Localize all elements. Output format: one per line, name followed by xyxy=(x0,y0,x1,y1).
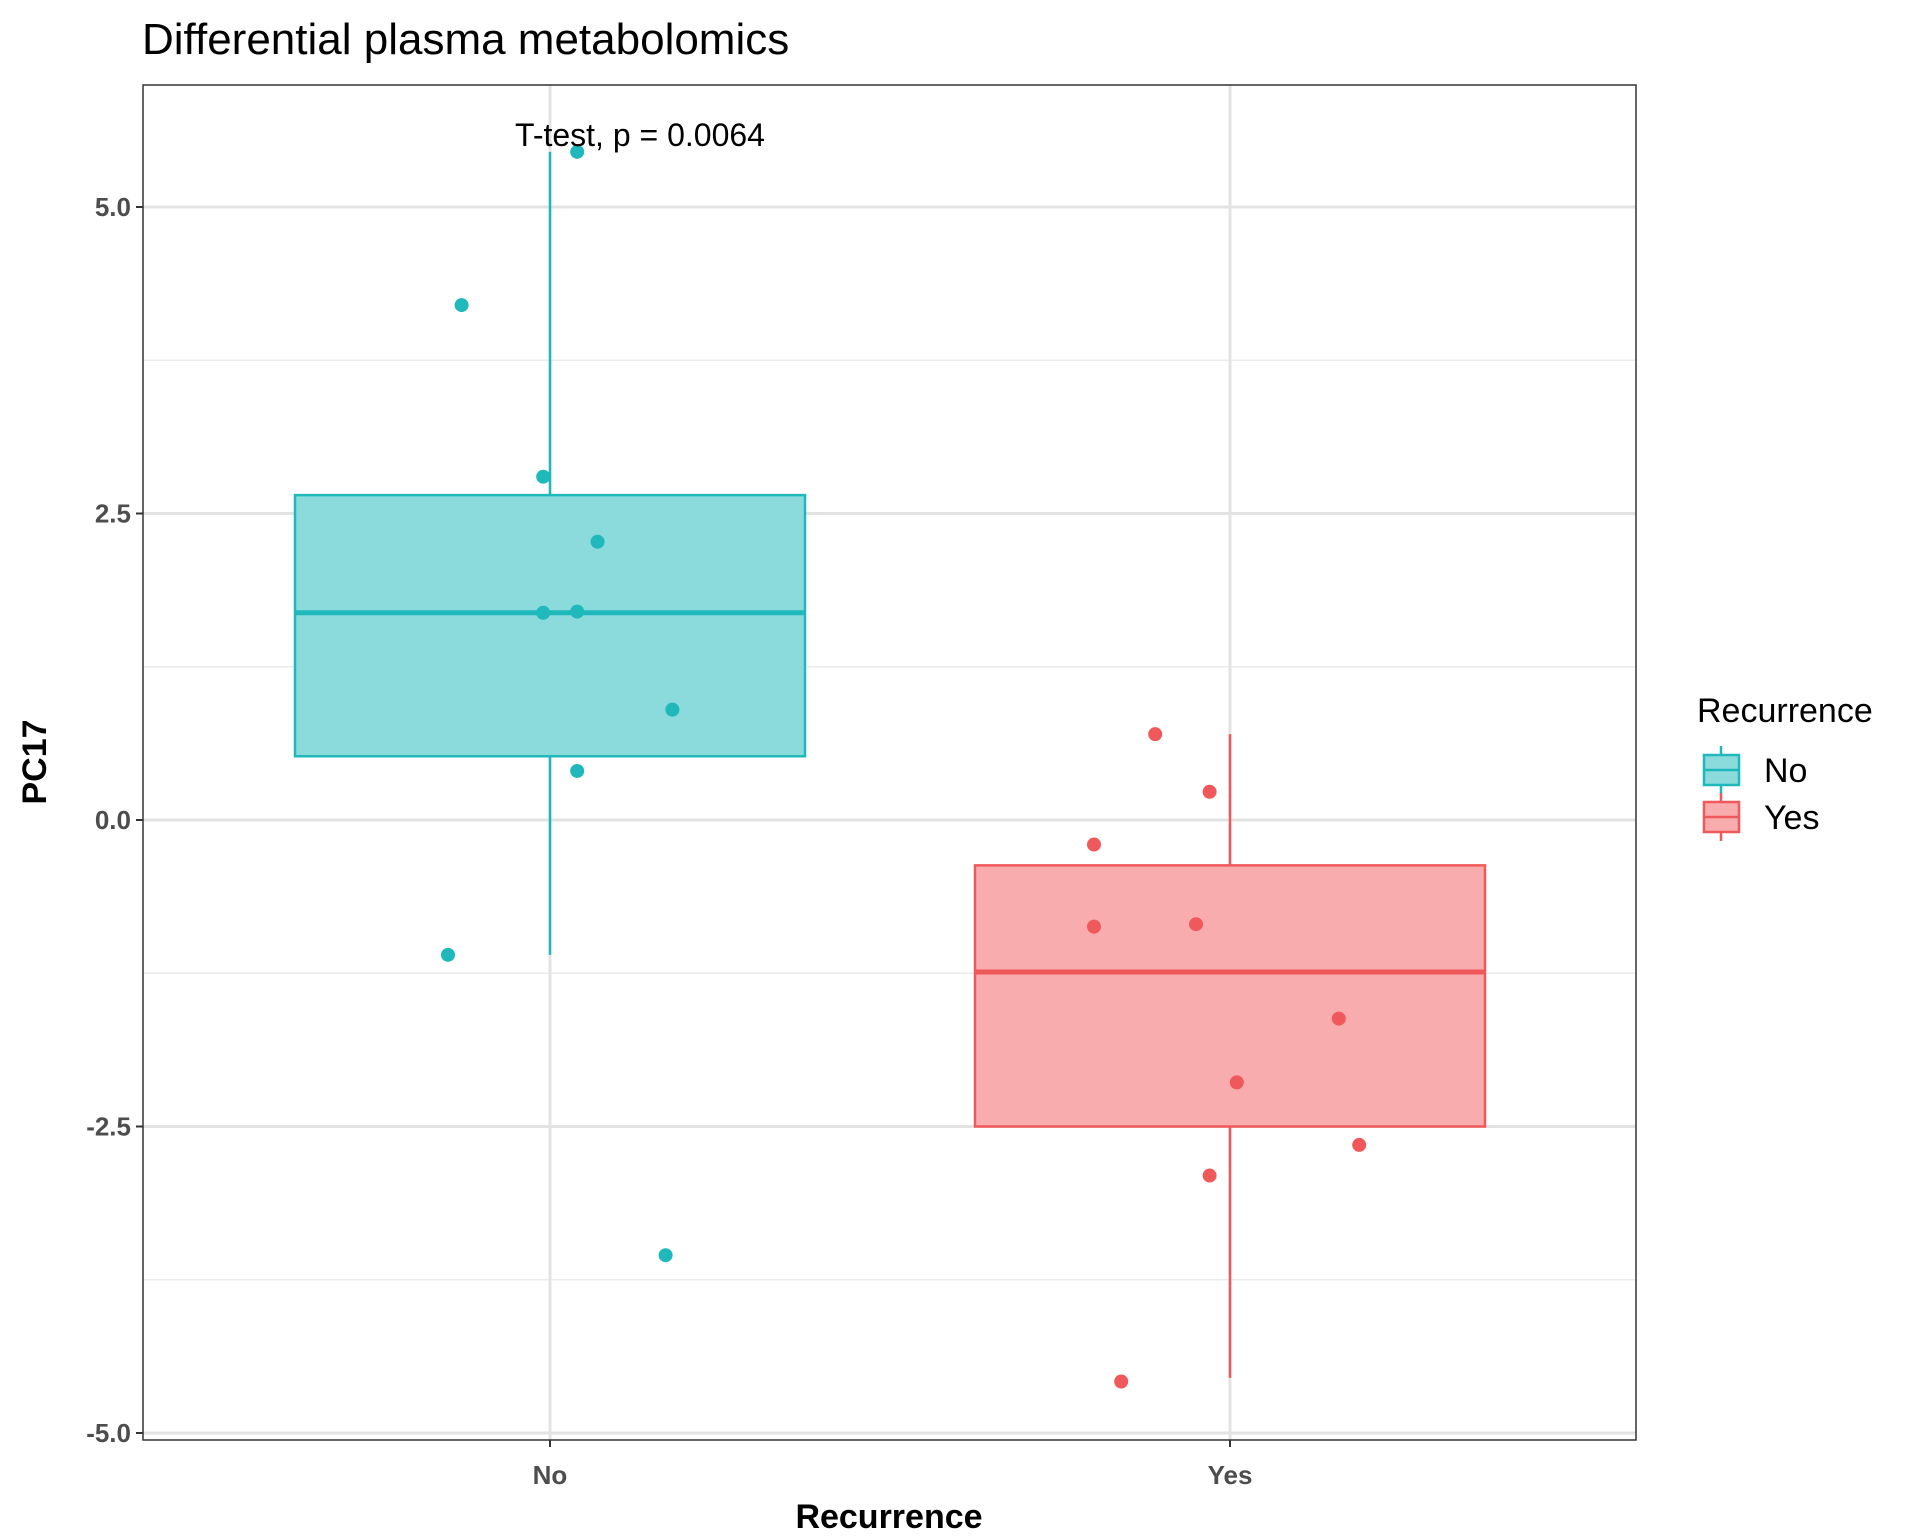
x-tick-label-yes: Yes xyxy=(1208,1460,1253,1490)
y-tick-label: 5.0 xyxy=(95,192,131,222)
y-tick-label: -2.5 xyxy=(86,1112,131,1142)
data-points xyxy=(441,144,1367,1389)
legend-label-no: No xyxy=(1764,752,1807,790)
data-point-yes xyxy=(1087,919,1101,934)
data-point-yes xyxy=(1087,837,1101,852)
data-point-yes xyxy=(1229,1075,1244,1090)
legend-keys xyxy=(1702,746,1741,841)
data-point-no xyxy=(570,604,585,619)
t-test-annotation: T-test, p = 0.0064 xyxy=(515,117,765,153)
data-point-yes xyxy=(1114,1374,1129,1389)
plot-panel-border xyxy=(142,84,1637,1441)
grid-lines xyxy=(143,85,1636,1440)
y-tick-label: -5.0 xyxy=(86,1418,131,1448)
boxes xyxy=(293,151,1487,1378)
x-axis-title: Recurrence xyxy=(795,1498,982,1536)
data-point-no xyxy=(536,605,551,620)
data-point-yes xyxy=(1331,1011,1346,1026)
data-point-yes xyxy=(1189,917,1203,932)
data-point-yes xyxy=(1148,727,1163,742)
data-point-no xyxy=(590,534,605,549)
data-point-no xyxy=(658,1248,673,1263)
data-point-no xyxy=(570,763,585,778)
axis-ticks: -5.0 -2.5 0.0 2.5 5.0 No Yes xyxy=(86,192,1252,1490)
box-yes xyxy=(973,864,1487,1128)
x-tick-label-no: No xyxy=(533,1460,568,1490)
data-point-no xyxy=(536,469,551,484)
data-point-no xyxy=(441,947,455,962)
legend: Recurrence No Yes xyxy=(1697,692,1873,841)
data-point-yes xyxy=(1202,784,1217,799)
y-tick-label: 0.0 xyxy=(95,805,131,835)
box-no xyxy=(293,493,807,758)
data-point-yes xyxy=(1352,1137,1367,1152)
legend-label-yes: Yes xyxy=(1764,799,1819,837)
data-point-no xyxy=(454,298,469,313)
data-point-no xyxy=(665,702,680,717)
y-tick-label: 2.5 xyxy=(95,499,131,529)
legend-title: Recurrence xyxy=(1697,692,1873,730)
chart-title: Differential plasma metabolomics xyxy=(142,15,789,64)
y-axis-title: PC17 xyxy=(16,719,54,804)
data-point-yes xyxy=(1202,1168,1217,1183)
data-point-no xyxy=(570,144,585,159)
